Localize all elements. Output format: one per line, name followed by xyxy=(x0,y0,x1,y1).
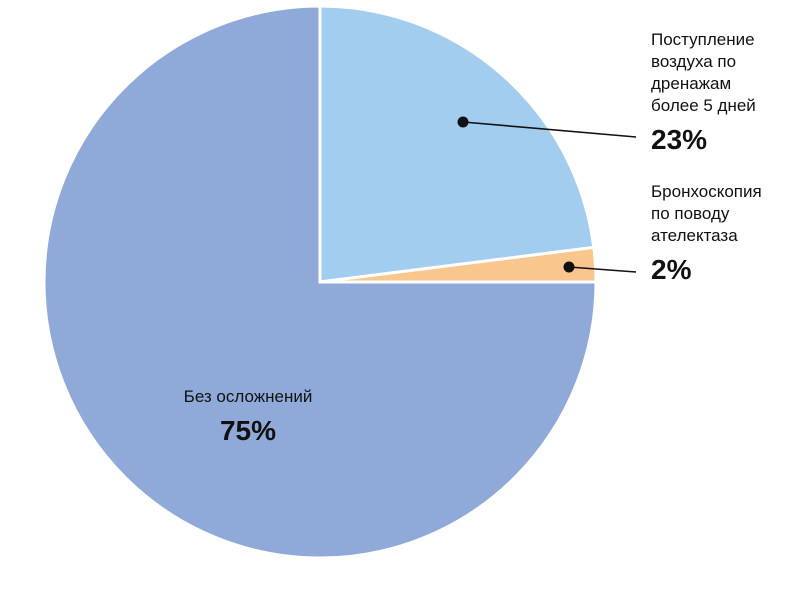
leader-dot-2 xyxy=(563,261,575,273)
slice-label-line: воздуха по xyxy=(651,52,736,71)
slice-label-line: Бронхоскопия xyxy=(651,182,762,201)
leader-lines xyxy=(457,116,637,273)
slice-label-line: по поводу xyxy=(651,204,730,223)
slice-labels: Поступление воздуха по дренажам более 5 дне… xyxy=(184,30,762,446)
slice-label-3: Без осложнений xyxy=(184,387,313,406)
slice-label-line: дренажам xyxy=(651,74,731,93)
pie-slice-1 xyxy=(318,4,596,284)
pie-slices xyxy=(42,4,598,560)
slice-label-line: Поступление xyxy=(651,30,755,49)
slice-label-line: ателектаза xyxy=(651,226,738,245)
leader-line-2 xyxy=(568,266,637,273)
slice-label-2: Бронхоскопия по поводу ателектаза xyxy=(651,182,762,245)
slice-percent-1: 23% xyxy=(651,124,707,155)
leader-dot-1 xyxy=(457,116,469,128)
slice-label-line: Без осложнений xyxy=(184,387,313,406)
leader-line-1 xyxy=(462,121,637,138)
slice-percent-2: 2% xyxy=(651,254,692,285)
slice-percent-3: 75% xyxy=(220,415,276,446)
pie-slice-3 xyxy=(42,4,598,560)
slice-label-line: более 5 дней xyxy=(651,96,756,115)
slice-label-1: Поступление воздуха по дренажам более 5 дне… xyxy=(651,30,756,115)
